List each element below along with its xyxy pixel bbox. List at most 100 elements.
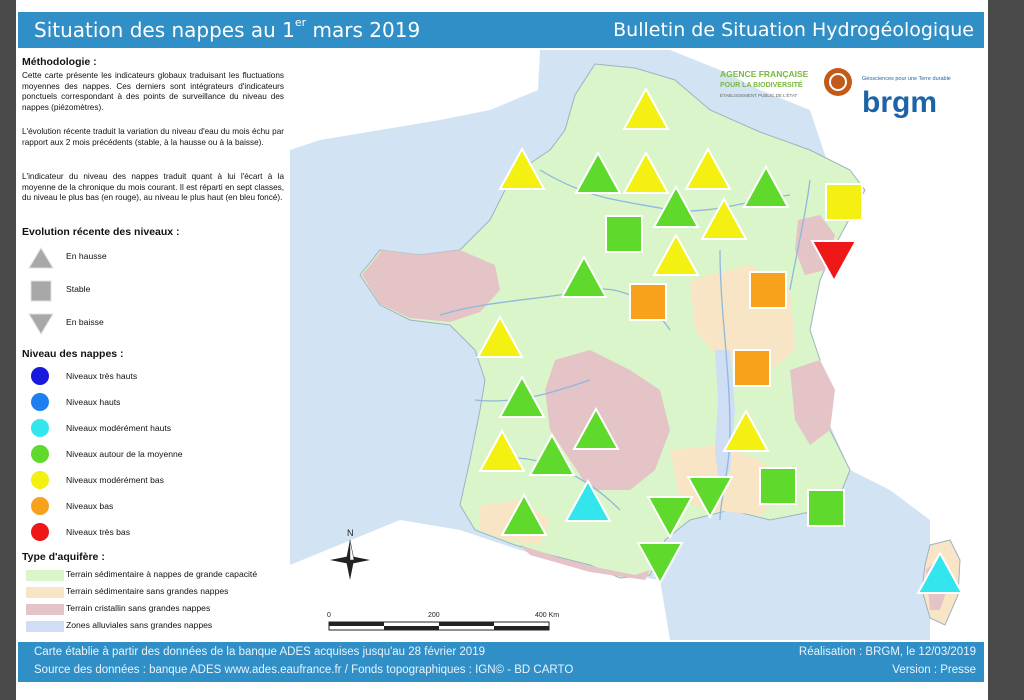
indicator-up-average-icon bbox=[560, 254, 608, 298]
legend-aquifer-crystalline: Terrain cristallin sans grandes nappes bbox=[26, 602, 286, 624]
aquifer-swatch bbox=[26, 604, 64, 615]
brgm-logo-mark-icon bbox=[824, 68, 852, 96]
legend-evolution-stable: Stable bbox=[26, 279, 286, 302]
bulletin-footer: Carte établie à partir des données de la… bbox=[18, 642, 984, 682]
uk-coast bbox=[290, 50, 540, 150]
level-dot-icon bbox=[31, 523, 49, 541]
indicator-stable-low-icon bbox=[749, 271, 787, 309]
levels-title: Niveau des nappes : bbox=[22, 348, 124, 360]
level-dot-icon bbox=[31, 419, 49, 437]
legend-level-label: Niveaux modérément bas bbox=[66, 475, 164, 485]
indicator-up-moderately-low-icon bbox=[700, 196, 748, 240]
afb-logo-line1: AGENCE FRANÇAISE bbox=[720, 69, 809, 79]
north-label: N bbox=[347, 528, 354, 538]
bulletin-header: Situation des nappes au 1er mars 2019 Bu… bbox=[18, 12, 984, 48]
legend-level-label: Niveaux très hauts bbox=[66, 371, 138, 381]
indicator-up-moderately-low-icon bbox=[652, 232, 700, 276]
scale-label: 400 Km bbox=[535, 612, 559, 619]
brgm-logo-tagline: Géosciences pour une Terre durable bbox=[862, 76, 951, 82]
level-dot-icon bbox=[31, 367, 49, 385]
legend-level-very-high: Niveaux très hauts bbox=[26, 366, 286, 388]
indicator-down-very-low-icon bbox=[810, 240, 858, 284]
methodology-paragraph-3: L'indicateur du niveau des nappes tradui… bbox=[22, 172, 284, 203]
indicator-stable-average-icon bbox=[807, 489, 845, 527]
indicator-up-moderately-low-icon bbox=[622, 86, 670, 130]
indicator-up-moderately-low-icon bbox=[722, 408, 770, 452]
indicator-down-average-icon bbox=[636, 542, 684, 586]
indicator-up-average-icon bbox=[528, 432, 576, 476]
indicator-stable-average-icon bbox=[605, 215, 643, 253]
indicator-up-moderately-low-icon bbox=[622, 150, 670, 194]
legend-level-moderately-high: Niveaux modérément hauts bbox=[26, 418, 286, 440]
indicator-stable-average-icon bbox=[759, 467, 797, 505]
neighbor-countries bbox=[670, 50, 984, 640]
footer-version: Version : Presse bbox=[892, 664, 976, 676]
indicator-up-moderately-low-icon bbox=[684, 146, 732, 190]
methodology-title: Méthodologie : bbox=[22, 56, 97, 68]
level-dot-icon bbox=[31, 393, 49, 411]
legend-level-average: Niveaux autour de la moyenne bbox=[26, 444, 286, 466]
legend-level-label: Niveaux très bas bbox=[66, 527, 131, 537]
afb-logo-line3: ÉTABLISSEMENT PUBLIC DE L'ÉTAT bbox=[720, 92, 798, 98]
brgm-logo-ring-icon bbox=[829, 73, 847, 91]
page-title: Situation des nappes au 1er mars 2019 bbox=[34, 16, 421, 42]
indicator-stable-low-icon bbox=[733, 349, 771, 387]
indicator-up-average-icon bbox=[572, 406, 620, 450]
indicator-stable-moderately-low-icon bbox=[825, 183, 863, 221]
indicator-up-average-icon bbox=[742, 164, 790, 208]
north-arrow-icon: N bbox=[330, 528, 370, 580]
level-dot-icon bbox=[31, 497, 49, 515]
indicator-up-moderately-high-icon bbox=[564, 478, 612, 522]
legend-level-label: Niveaux autour de la moyenne bbox=[66, 449, 183, 459]
indicator-up-average-icon bbox=[652, 184, 700, 228]
indicator-down-average-icon bbox=[686, 476, 734, 520]
legend-evolution-down: En baisse bbox=[26, 312, 286, 335]
legend-aquifer-alluvial: Zones alluviales sans grandes nappes bbox=[26, 619, 286, 641]
brgm-logo: Géosciences pour une Terre durable brgm bbox=[824, 68, 951, 119]
legend-evolution-label: En baisse bbox=[66, 317, 104, 327]
scale-label: 0 bbox=[327, 612, 331, 619]
indicator-up-moderately-low-icon bbox=[476, 314, 524, 358]
footer-production: Réalisation : BRGM, le 12/03/2019 bbox=[798, 646, 976, 658]
aquifer-swatch bbox=[26, 570, 64, 581]
evolution-title: Evolution récente des niveaux : bbox=[22, 226, 180, 238]
footer-data-note: Carte établie à partir des données de la… bbox=[34, 646, 485, 658]
legend-level-label: Niveaux hauts bbox=[66, 397, 121, 407]
indicator-markers bbox=[476, 86, 964, 594]
legend-aquifer-label: Terrain sédimentaire à nappes de grande … bbox=[66, 569, 258, 579]
legend-aquifer-sedimentary-large: Terrain sédimentaire à nappes de grande … bbox=[26, 568, 286, 590]
triangle-up-icon bbox=[28, 247, 54, 269]
indicator-down-average-icon bbox=[646, 496, 694, 540]
legend-level-label: Niveaux bas bbox=[66, 501, 114, 511]
legend-level-label: Niveaux modérément hauts bbox=[66, 423, 172, 433]
square-icon bbox=[30, 280, 52, 302]
legend-level-high: Niveaux hauts bbox=[26, 392, 286, 414]
aquifer-swatch bbox=[26, 621, 64, 632]
methodology-paragraph-2: L'évolution récente traduit la variation… bbox=[22, 127, 284, 147]
afb-logo-line2: POUR LA BIODIVERSITÉ bbox=[720, 80, 803, 89]
indicator-up-average-icon bbox=[574, 150, 622, 194]
level-dot-icon bbox=[31, 471, 49, 489]
bulletin-subtitle: Bulletin de Situation Hydrogéologique bbox=[613, 19, 974, 41]
footer-source: Source des données : banque ADES www.ade… bbox=[34, 664, 574, 676]
zone-crystalline-brittany bbox=[362, 250, 500, 322]
legend-level-very-low: Niveaux très bas bbox=[26, 522, 286, 544]
scale-label: 200 bbox=[428, 612, 440, 619]
legend-aquifer-label: Zones alluviales sans grandes nappes bbox=[66, 620, 213, 630]
france-map: AGENCE FRANÇAISE POUR LA BIODIVERSITÉ ÉT… bbox=[290, 50, 984, 640]
legend-evolution-up: En hausse bbox=[26, 246, 286, 269]
legend-level-moderately-low: Niveaux modérément bas bbox=[26, 470, 286, 492]
indicator-up-average-icon bbox=[500, 492, 548, 536]
triangle-down-icon bbox=[28, 313, 54, 335]
legend-aquifer-label: Terrain cristallin sans grandes nappes bbox=[66, 603, 211, 613]
scale-bar: 0 200 400 Km bbox=[327, 612, 559, 631]
map-canvas: AGENCE FRANÇAISE POUR LA BIODIVERSITÉ ÉT… bbox=[290, 50, 984, 640]
indicator-up-moderately-low-icon bbox=[498, 146, 546, 190]
methodology-paragraph-1: Cette carte présente les indicateurs glo… bbox=[22, 71, 284, 112]
level-dot-icon bbox=[31, 445, 49, 463]
indicator-up-average-icon bbox=[498, 374, 546, 418]
indicator-stable-low-icon bbox=[629, 283, 667, 321]
aquifer-title: Type d'aquifère : bbox=[22, 551, 105, 563]
legend-aquifer-label: Terrain sédimentaire sans grandes nappes bbox=[66, 586, 229, 596]
legend-aquifer-sedimentary-small: Terrain sédimentaire sans grandes nappes bbox=[26, 585, 286, 607]
